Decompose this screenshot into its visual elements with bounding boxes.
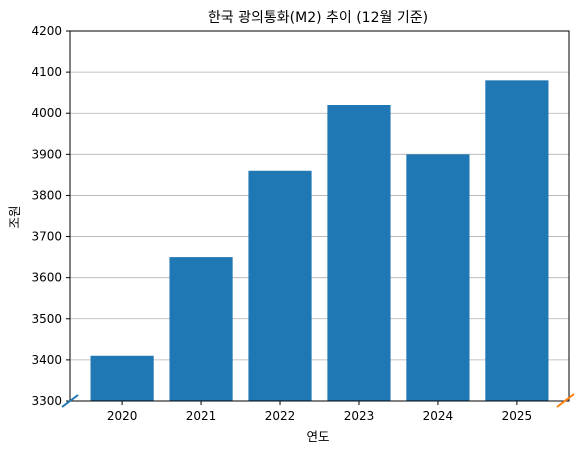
bar	[248, 170, 312, 401]
y-tick-label: 4100	[31, 65, 62, 79]
plot-frame	[69, 30, 570, 402]
y-tick-label: 3500	[31, 312, 62, 326]
x-tick-label: 2020	[107, 409, 138, 423]
gridlines	[70, 71, 569, 361]
y-tick-label: 3400	[31, 353, 62, 367]
bars	[90, 80, 549, 401]
y-tick-label: 3900	[31, 147, 62, 161]
y-tick-label: 3800	[31, 188, 62, 202]
y-tick-label: 3700	[31, 230, 62, 244]
axis-break-mark-right	[556, 393, 575, 408]
x-tick-label: 2022	[265, 409, 296, 423]
y-tick-label: 4000	[31, 106, 62, 120]
bar	[327, 105, 391, 401]
bar	[169, 257, 233, 401]
x-tick-label: 2023	[344, 409, 375, 423]
x-axis-label: 연도	[306, 429, 329, 444]
y-tick-label: 3600	[31, 271, 62, 285]
bar	[90, 355, 154, 401]
x-tick-label: 2025	[502, 409, 533, 423]
y-axis-label: 조원	[7, 205, 22, 228]
x-tick-label: 2024	[423, 409, 454, 423]
x-tick-label: 2021	[186, 409, 217, 423]
axis-break-marks	[61, 393, 575, 408]
chart-title: 한국 광의통화(M2) 추이 (12월 기준)	[208, 10, 428, 26]
bar	[485, 80, 549, 401]
bar	[406, 154, 470, 401]
y-tick-label: 3300	[31, 394, 62, 408]
axes: 3300 3400 3500 3600 3700 3800 3900 4000 4100 4200…	[31, 24, 570, 423]
axis-break-mark-left	[61, 394, 79, 408]
y-tick-label: 4200	[31, 24, 62, 38]
